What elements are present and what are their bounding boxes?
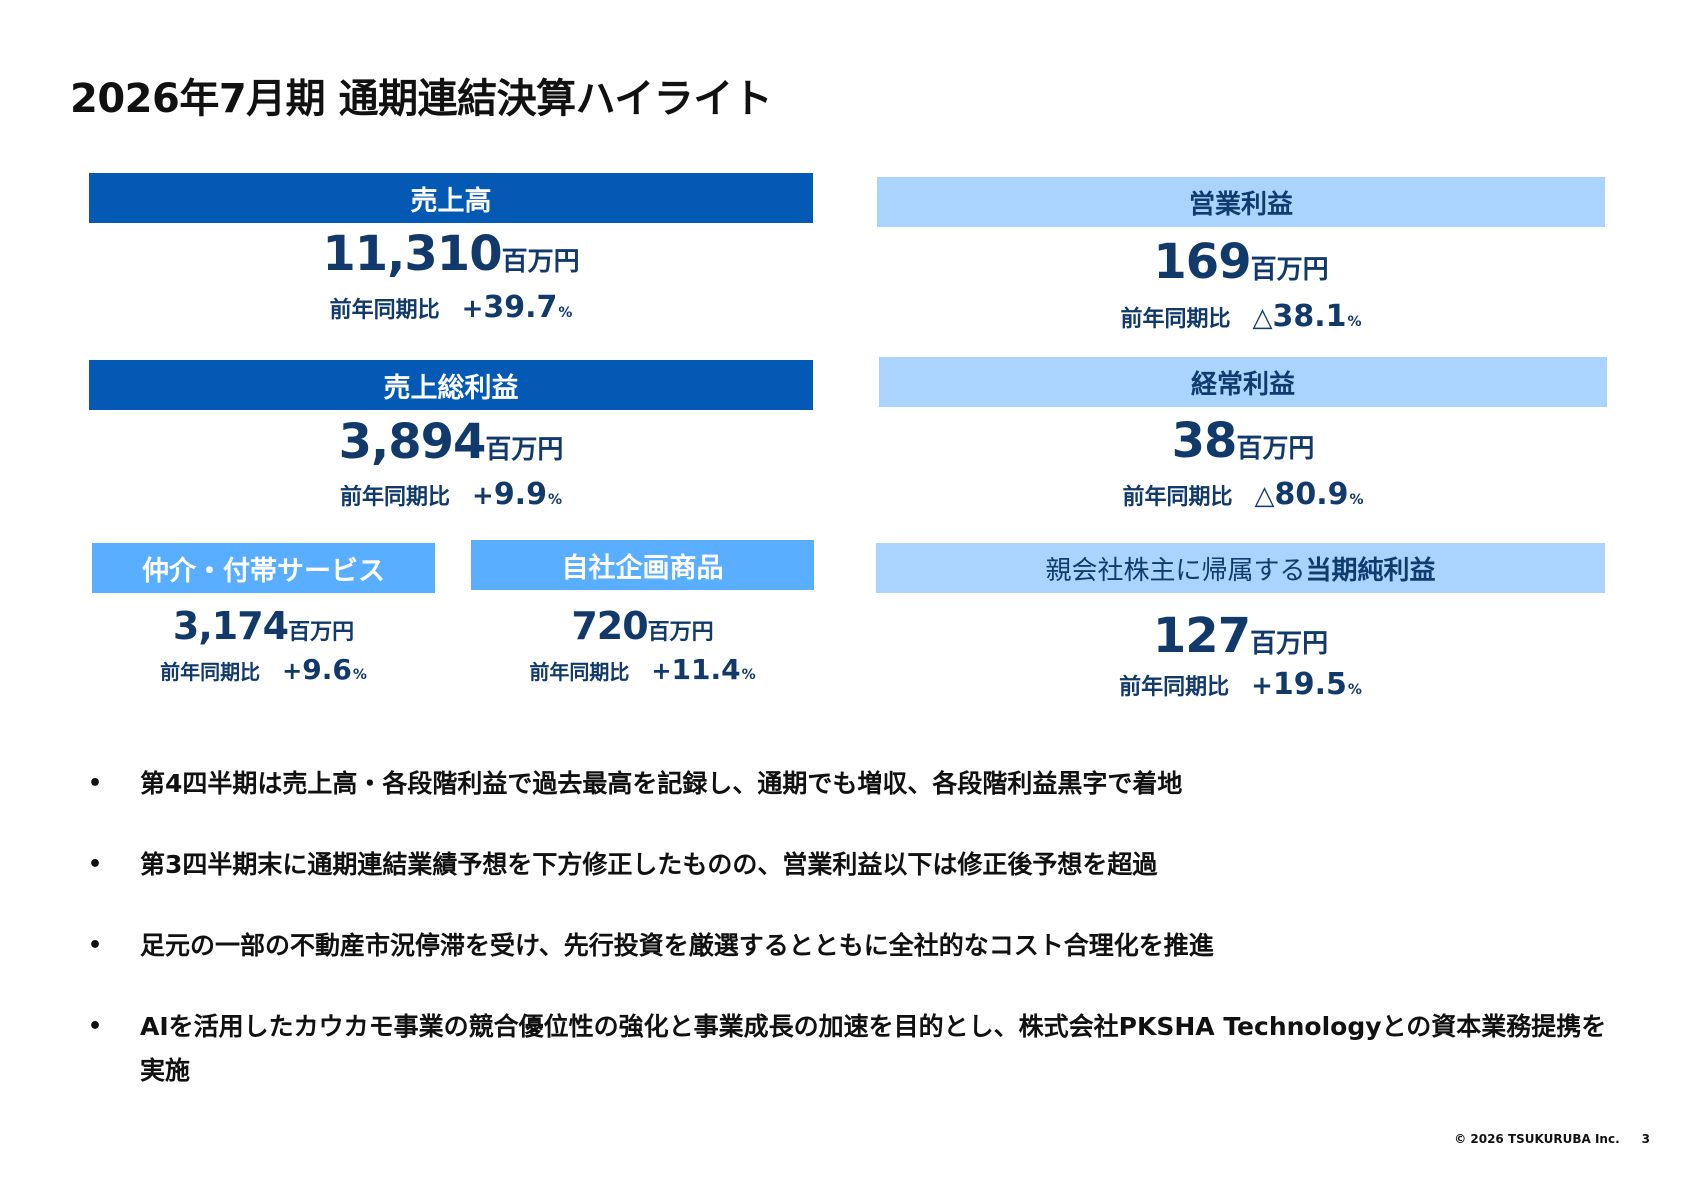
bullet-marker: •: [88, 771, 103, 796]
sales-label: 売上高: [410, 185, 492, 217]
brokerage-yoy-sign: +: [282, 657, 303, 685]
page-title: 2026年7月期 通期連結決算ハイライト: [70, 76, 773, 122]
own-products-yoy-pct: %: [741, 667, 756, 683]
highlight-text: 足元の一部の不動産市況停滞を受け、先行投資を厳選するとともに全社的なコスト合理化…: [140, 931, 1214, 960]
copyright: © 2026 TSUKURUBA Inc.: [1454, 1132, 1620, 1146]
highlight-text: 第4四半期は売上高・各段階利益で過去最高を記録し、通期でも増収、各段階利益黒字で…: [140, 769, 1183, 798]
bullet-marker: •: [88, 852, 103, 877]
brokerage-yoy-pct: %: [352, 667, 367, 683]
operating-profit-amount: 169: [1153, 234, 1251, 290]
gross-profit-yoy-label: 前年同期比: [340, 485, 451, 510]
ordinary-profit-yoy-label: 前年同期比: [1122, 485, 1233, 510]
gross-profit-header: 売上総利益: [89, 360, 813, 410]
net-profit-unit: 百万円: [1250, 629, 1329, 659]
gross-profit-value: 3,894百万円: [89, 414, 813, 470]
net-profit-yoy-pct: %: [1347, 682, 1362, 698]
sales-yoy-label: 前年同期比: [329, 298, 440, 323]
bullet-marker: •: [88, 933, 103, 958]
net-profit-yoy-label: 前年同期比: [1119, 675, 1230, 700]
brokerage-yoy-value: 9.6: [302, 653, 352, 686]
page-number: 3: [1641, 1132, 1650, 1146]
ordinary-profit-amount: 38: [1171, 413, 1238, 469]
operating-profit-value: 169百万円: [877, 234, 1605, 290]
operating-profit-header: 営業利益: [877, 177, 1605, 227]
gross-profit-label: 売上総利益: [383, 372, 519, 404]
operating-profit-yoy-value: 38.1: [1272, 299, 1347, 334]
operating-profit-label: 営業利益: [1188, 189, 1293, 220]
gross-profit-amount: 3,894: [338, 414, 487, 470]
highlight-list: • 第4四半期は売上高・各段階利益で過去最高を記録し、通期でも増収、各段階利益黒…: [88, 762, 1608, 1130]
gross-profit-yoy-sign: +: [472, 481, 494, 511]
sales-value: 11,310百万円: [89, 226, 813, 282]
own-products-yoy: 前年同期比 +11.4%: [471, 653, 814, 686]
sales-unit: 百万円: [501, 247, 580, 277]
own-products-yoy-value: 11.4: [671, 653, 741, 686]
brokerage-value: 3,174百万円: [92, 604, 435, 648]
net-profit-label-main: 当期純利益: [1305, 555, 1436, 586]
own-products-yoy-sign: +: [651, 657, 672, 685]
net-profit-amount: 127: [1152, 608, 1251, 664]
highlight-item: • 第3四半期末に通期連結業績予想を下方修正したものの、営業利益以下は修正後予想…: [88, 843, 1608, 887]
brokerage-yoy: 前年同期比 +9.6%: [92, 653, 435, 686]
own-products-amount: 720: [571, 604, 648, 648]
sales-yoy-value: 39.7: [483, 290, 558, 325]
operating-profit-yoy-pct: %: [1347, 314, 1362, 330]
footer: © 2026 TSUKURUBA Inc. 3: [1360, 1132, 1650, 1146]
bullet-marker: •: [88, 1014, 103, 1039]
operating-profit-yoy: 前年同期比 △38.1%: [877, 299, 1605, 334]
operating-profit-unit: 百万円: [1250, 255, 1329, 285]
net-profit-yoy: 前年同期比 +19.5%: [876, 667, 1605, 702]
sales-amount: 11,310: [322, 226, 502, 282]
highlight-text: AIを活用したカウカモ事業の競合優位性の強化と事業成長の加速を目的とし、株式会社…: [140, 1012, 1607, 1085]
highlight-text: 第3四半期末に通期連結業績予想を下方修正したものの、営業利益以下は修正後予想を超…: [140, 850, 1158, 879]
ordinary-profit-yoy-pct: %: [1349, 492, 1364, 508]
own-products-value: 720百万円: [471, 604, 814, 648]
brokerage-header: 仲介・付帯サービス: [92, 543, 435, 593]
ordinary-profit-yoy-value: 80.9: [1274, 477, 1349, 512]
ordinary-profit-header: 経常利益: [879, 357, 1607, 407]
operating-profit-yoy-sign: △: [1252, 303, 1273, 333]
gross-profit-yoy-pct: %: [547, 492, 562, 508]
sales-yoy-sign: +: [461, 294, 484, 324]
brokerage-yoy-label: 前年同期比: [160, 660, 261, 684]
sales-yoy-pct: %: [558, 305, 573, 321]
net-profit-value: 127百万円: [876, 608, 1605, 664]
highlight-item: • AIを活用したカウカモ事業の競合優位性の強化と事業成長の加速を目的とし、株式…: [88, 1005, 1608, 1093]
sales-header: 売上高: [89, 173, 813, 223]
net-profit-yoy-sign: +: [1251, 671, 1273, 701]
gross-profit-yoy: 前年同期比 +9.9%: [89, 477, 813, 512]
net-profit-header: 親会社株主に帰属する 当期純利益: [876, 543, 1605, 593]
ordinary-profit-yoy-sign: △: [1254, 481, 1275, 511]
operating-profit-yoy-label: 前年同期比: [1120, 307, 1231, 332]
ordinary-profit-value: 38百万円: [879, 413, 1607, 469]
own-products-header: 自社企画商品: [471, 540, 814, 590]
brokerage-unit: 百万円: [288, 620, 355, 645]
net-profit-yoy-value: 19.5: [1272, 667, 1347, 702]
sales-yoy: 前年同期比 +39.7%: [89, 290, 813, 325]
highlight-item: • 第4四半期は売上高・各段階利益で過去最高を記録し、通期でも増収、各段階利益黒…: [88, 762, 1608, 806]
brokerage-amount: 3,174: [172, 604, 289, 648]
ordinary-profit-label: 経常利益: [1190, 369, 1295, 400]
ordinary-profit-yoy: 前年同期比 △80.9%: [879, 477, 1607, 512]
own-products-unit: 百万円: [647, 620, 714, 645]
own-products-label: 自社企画商品: [561, 552, 724, 584]
ordinary-profit-unit: 百万円: [1236, 434, 1315, 464]
gross-profit-unit: 百万円: [485, 435, 564, 465]
highlight-item: • 足元の一部の不動産市況停滞を受け、先行投資を厳選するとともに全社的なコスト合…: [88, 924, 1608, 968]
net-profit-label-prefix: 親会社株主に帰属する: [1045, 555, 1306, 586]
own-products-yoy-label: 前年同期比: [529, 660, 630, 684]
gross-profit-yoy-value: 9.9: [493, 477, 547, 512]
brokerage-label: 仲介・付帯サービス: [142, 555, 385, 587]
